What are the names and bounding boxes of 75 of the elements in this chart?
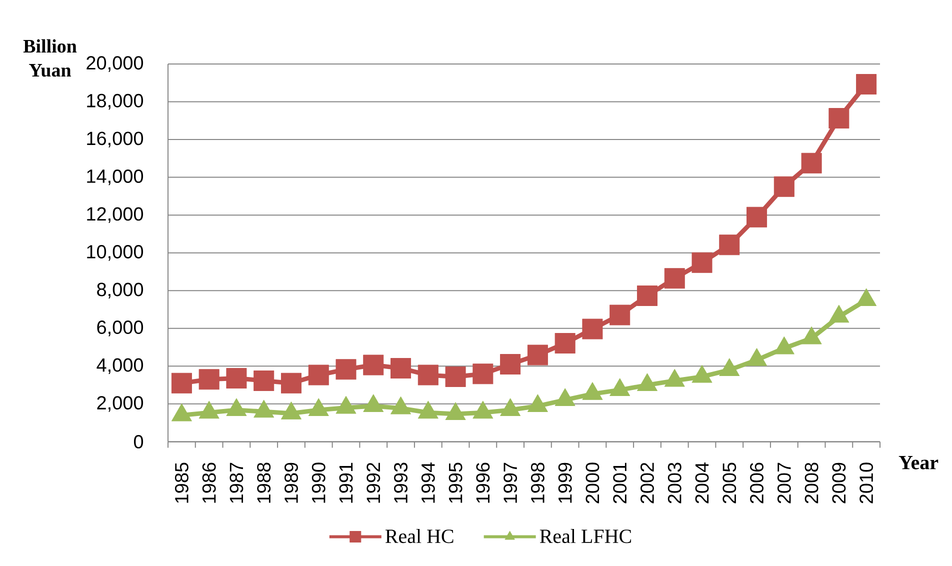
y-tick-label: 6,000	[97, 320, 144, 336]
y-tick-label: 2,000	[97, 396, 144, 412]
x-tick-label: 1998	[530, 462, 544, 503]
y-tick-label: 20,000	[86, 56, 144, 72]
point	[828, 108, 850, 128]
x-tick-label: 1991	[339, 462, 353, 503]
x-tick-label: 1986	[202, 462, 216, 503]
x-tick-label: 2008	[804, 462, 818, 504]
x-tick-label: 2000	[586, 462, 600, 504]
point	[610, 378, 630, 396]
x-tick-label: 1992	[366, 462, 380, 503]
x-tick-label: 1985	[174, 462, 188, 503]
x-tick-label: 1997	[504, 462, 518, 503]
x-tick-label: 2006	[750, 462, 764, 504]
point	[801, 152, 822, 174]
x-tick-label: 2005	[722, 462, 736, 504]
legend-label: Real LFHC	[540, 529, 632, 544]
x-tick-label: 2002	[640, 462, 654, 504]
x-tick-label: 2010	[860, 462, 874, 504]
x-tick-label: 1996	[476, 462, 490, 503]
y-tick-label: 10,000	[87, 245, 144, 261]
point	[527, 394, 548, 412]
x-tick-label: 2003	[668, 462, 682, 504]
point	[554, 388, 576, 406]
x-tick-label: 1988	[257, 462, 271, 503]
point	[664, 368, 685, 387]
point	[856, 74, 877, 94]
point	[719, 234, 740, 256]
x-tick-label: 1994	[421, 462, 435, 503]
y-tick-label: 8,000	[97, 282, 144, 298]
x-tick-label: 2001	[613, 462, 627, 504]
x-tick-label: 2009	[832, 462, 846, 504]
x-tick-label: 2004	[695, 462, 709, 504]
y-tick-label: 16,000	[87, 132, 144, 148]
point	[801, 326, 822, 344]
point	[254, 400, 274, 418]
point	[308, 398, 329, 416]
point	[828, 304, 850, 323]
point	[636, 285, 658, 306]
point	[582, 382, 603, 400]
point	[774, 336, 794, 354]
point	[774, 176, 794, 197]
point	[363, 394, 384, 412]
point	[692, 364, 712, 383]
x-axis-title: Year	[898, 456, 938, 470]
point	[856, 288, 877, 306]
y-tick-label: 14,000	[87, 169, 144, 186]
x-tick-label: 1995	[448, 462, 462, 503]
point	[281, 402, 302, 420]
x-tick-label: 1993	[394, 462, 408, 503]
x-tick-label: 1990	[312, 462, 326, 503]
x-tick-label: 1999	[558, 462, 572, 503]
y-tick-label: 4,000	[96, 358, 144, 374]
point	[692, 252, 712, 273]
x-tick-label: 1987	[230, 462, 244, 503]
y-tick-label: 12,000	[87, 207, 144, 223]
point	[445, 402, 466, 420]
point	[719, 358, 740, 376]
point	[390, 396, 411, 414]
point	[500, 398, 521, 416]
point	[637, 373, 658, 392]
point	[336, 396, 356, 414]
point	[226, 398, 247, 416]
y-axis-title: Billion Yuan	[23, 39, 77, 77]
x-tick-label: 2007	[777, 462, 791, 504]
point	[472, 400, 494, 419]
point	[418, 400, 438, 419]
point	[198, 400, 220, 419]
x-tick-label: 1989	[284, 462, 298, 503]
y-tick-label: 0	[134, 434, 144, 448]
y-tick-label: 18,000	[87, 94, 144, 110]
point	[171, 404, 192, 422]
point	[746, 348, 767, 366]
point	[746, 206, 768, 228]
legend-label: Real HC	[385, 529, 454, 544]
